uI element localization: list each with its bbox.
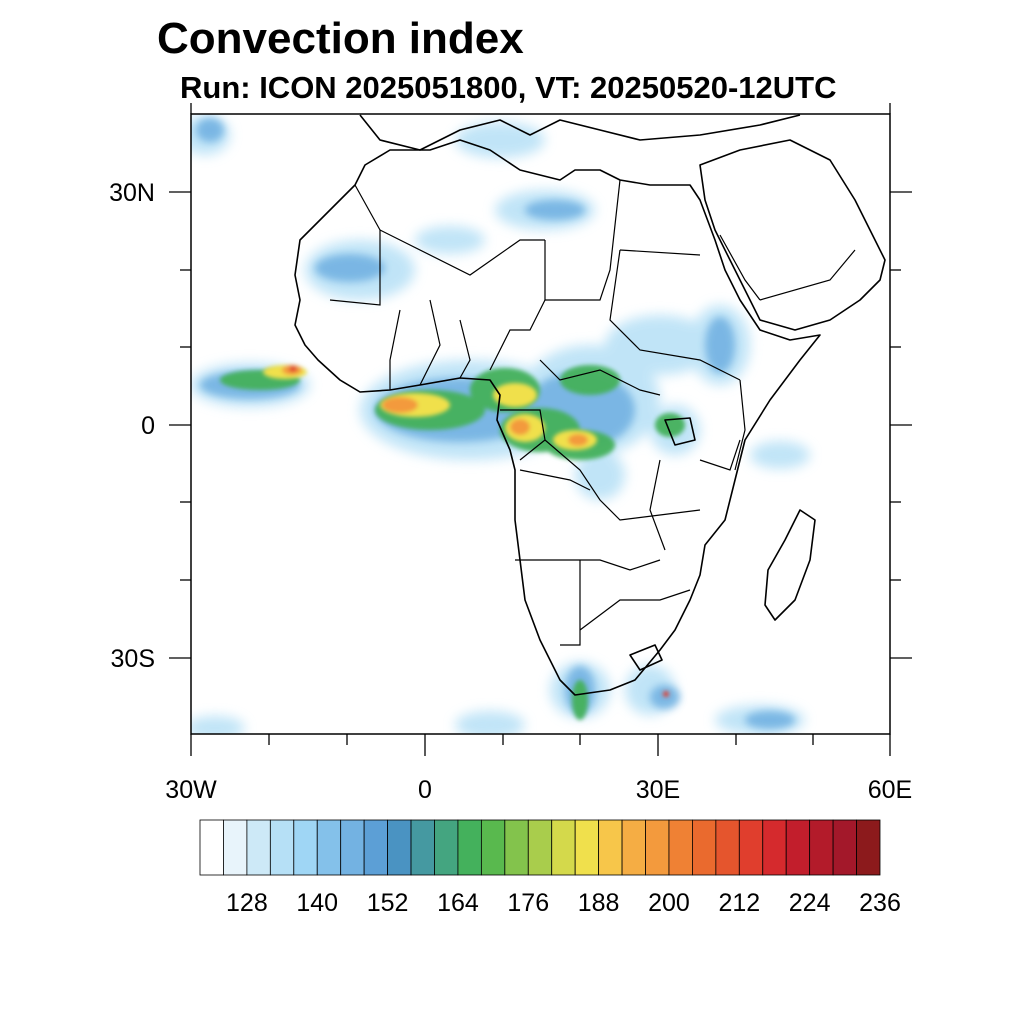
colorbar-box [785, 819, 811, 876]
lake-victoria [664, 417, 696, 446]
map-frame [190, 113, 891, 735]
colorbar-box [645, 819, 670, 876]
coastlines [294, 114, 886, 696]
europe-coastline [359, 114, 801, 151]
y-tick-label: 30N [109, 179, 155, 207]
colorbar-tick-label: 224 [789, 889, 831, 917]
x-tick-label: 30E [636, 776, 680, 804]
colorbar-box [668, 819, 693, 876]
colorbar-box [832, 819, 857, 876]
colorbar-box [527, 819, 553, 876]
colorbar-tick-label: 140 [296, 889, 338, 917]
country-borders [329, 179, 856, 646]
colorbar-box [387, 819, 412, 876]
colorbar-box [856, 819, 881, 876]
colorbar-box [293, 819, 318, 876]
colorbar-tick-label: 128 [226, 889, 268, 917]
colorbar-box [551, 819, 576, 876]
colorbar-box [504, 819, 529, 876]
colorbar-tick-label: 200 [648, 889, 690, 917]
y-tick-label: 0 [141, 412, 155, 440]
colorbar-box [223, 819, 248, 876]
africa-coastline [294, 139, 821, 696]
colorbar-box [316, 819, 342, 876]
map-title: Convection index [157, 14, 524, 63]
colorbar-box [246, 819, 271, 876]
colorbar-box [340, 819, 365, 876]
colorbar-box [621, 819, 646, 876]
colorbar-box [598, 819, 623, 876]
colorbar-tick-label: 164 [437, 889, 479, 917]
colorbar-box [809, 819, 834, 876]
colorbar-box [434, 819, 459, 876]
madagascar-coastline [764, 509, 816, 621]
lesotho-outline [629, 644, 663, 671]
colorbar-labels: 128 140 152 164 176 188 200 212 224 236 [226, 889, 901, 917]
colorbar-box [410, 819, 435, 876]
colorbar-box [715, 819, 740, 876]
colorbar-tick-label: 188 [578, 889, 620, 917]
colorbar-box [762, 819, 787, 876]
colorbar-box [363, 819, 388, 876]
arabia-coastline [699, 139, 886, 331]
colorbar-tick-label: 176 [507, 889, 549, 917]
x-tick-label: 60E [868, 776, 912, 804]
x-tick-label: 30W [165, 776, 217, 804]
map-subtitle: Run: ICON 2025051800, VT: 20250520-12UTC [180, 70, 837, 105]
axis-ticks [169, 103, 912, 756]
colorbar-tick-label: 236 [859, 889, 901, 917]
colorbar-box [692, 819, 717, 876]
colorbar-box [480, 819, 506, 876]
x-tick-label: 0 [418, 776, 432, 804]
colorbar-box [269, 819, 295, 876]
colorbar-box [574, 819, 600, 876]
colorbar-tick-label: 212 [718, 889, 760, 917]
colorbar-tick-label: 152 [367, 889, 409, 917]
colorbar-box [738, 819, 764, 876]
y-tick-label: 30S [111, 645, 155, 673]
colorbar-box [457, 819, 482, 876]
colorbar-boxes [199, 819, 881, 876]
colorbar-box [199, 819, 224, 876]
field-high [263, 365, 669, 697]
